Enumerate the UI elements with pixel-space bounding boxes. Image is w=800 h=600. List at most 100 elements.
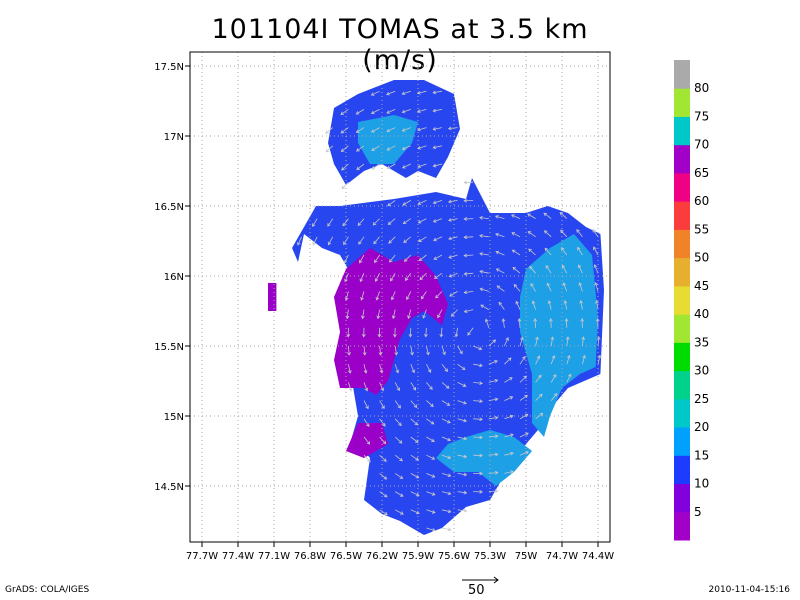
colorbar-swatch [674, 427, 690, 456]
wind-vector-head [530, 283, 534, 287]
wind-vector-head [403, 258, 408, 262]
wind-vector-head [462, 383, 467, 387]
colorbar-swatch [674, 144, 690, 174]
wind-vector [405, 272, 412, 281]
wind-vector-head [389, 259, 393, 263]
wind-vector [417, 109, 427, 113]
wind-vector [448, 218, 458, 221]
wind-vector-head [356, 166, 360, 171]
wind-speed-regions [268, 80, 604, 535]
wind-vector [356, 163, 365, 170]
wind-vector-head [494, 470, 499, 475]
wind-vector-head [412, 386, 417, 391]
wind-vector [425, 327, 427, 337]
wind-vector-head [383, 493, 388, 498]
wind-vector-head [524, 394, 528, 399]
colorbar-swatch [674, 229, 690, 259]
wind-vector-head [525, 450, 530, 455]
wind-vector-head [463, 180, 468, 185]
wind-vector [371, 163, 380, 170]
wind-vector-head [401, 146, 406, 151]
wind-vector-head [374, 278, 379, 282]
wind-vector-head [415, 474, 420, 479]
wind-vector [532, 300, 536, 310]
wind-vector-head [399, 475, 404, 479]
wind-vector [504, 396, 513, 401]
wind-vector-head [463, 253, 468, 258]
wind-vector-head [577, 246, 581, 251]
wind-vector [402, 145, 411, 150]
wind-vector [441, 454, 451, 459]
wind-vector [527, 213, 536, 219]
wind-vector-head [463, 508, 468, 513]
wind-vector [495, 233, 505, 238]
wind-vector-head [467, 331, 471, 336]
wind-vector-head [411, 369, 416, 374]
reference-arrow-head [493, 576, 499, 584]
wind-vector [457, 436, 467, 440]
wind-vector [376, 291, 380, 301]
wind-vector [579, 282, 583, 292]
wind-vector-head [370, 110, 375, 115]
wind-vector [433, 109, 443, 112]
wind-vector-head [531, 300, 536, 305]
wind-vector [488, 453, 498, 456]
wind-vector-head [447, 126, 452, 131]
wind-vector [418, 236, 427, 242]
wind-vector [479, 235, 489, 238]
wind-vector-head [495, 232, 499, 237]
wind-vector-head [371, 129, 375, 133]
wind-vector [559, 212, 568, 219]
wind-vector [387, 163, 396, 169]
wind-vector-head [523, 375, 528, 380]
wind-vector [387, 145, 396, 151]
reference-vector [462, 576, 499, 584]
wind-vector-head [496, 285, 501, 289]
wind-vector-head [403, 239, 407, 244]
wind-vector-head [325, 130, 329, 134]
wind-vector-head [359, 259, 363, 264]
wind-vector [356, 109, 365, 115]
wind-vector-head [400, 511, 404, 515]
wind-vector-head [371, 147, 375, 151]
wind-vector-head [367, 458, 371, 463]
wind-vector [394, 473, 403, 479]
wind-vector-head [375, 296, 380, 301]
wind-vector-head [371, 166, 376, 170]
wind-vector [473, 382, 483, 384]
wind-vector [582, 337, 584, 347]
wind-vector [473, 400, 483, 402]
wind-vector [402, 109, 411, 113]
wind-vector-head [509, 414, 514, 419]
wind-vector [519, 337, 523, 347]
wind-vector-head [361, 333, 366, 338]
wind-vector [433, 163, 443, 167]
wind-vector [561, 247, 568, 256]
wind-vector [548, 300, 552, 310]
wind-vector [464, 291, 474, 294]
wind-vector [464, 272, 474, 275]
wind-vector [582, 355, 586, 365]
wind-vector-head [479, 287, 484, 292]
wind-vector-head [544, 247, 549, 252]
wind-vector [564, 300, 568, 310]
wind-vector-head [577, 264, 582, 269]
wind-vector [594, 264, 599, 274]
wind-vector [379, 491, 388, 498]
wind-vector [504, 337, 509, 347]
x-tick-label: 76.8W [294, 551, 326, 562]
wind-vector [451, 309, 458, 317]
wind-vector-head [374, 259, 378, 264]
wind-vector [504, 415, 514, 420]
colorbar-label: 55 [694, 222, 709, 236]
wind-vector-head [431, 528, 436, 532]
wind-vector [464, 236, 474, 238]
wind-vector [343, 236, 349, 245]
wind-vector [495, 251, 505, 256]
wind-vector-head [513, 283, 518, 288]
wind-vector-head [402, 202, 407, 206]
colorbar-label: 50 [694, 251, 709, 265]
y-axis-ticks: 14.5N 15N 15.5N 16N 16.5N 17N 17.5N [154, 62, 190, 493]
wind-vector-head [448, 255, 453, 259]
region-east-cyan [520, 234, 598, 437]
